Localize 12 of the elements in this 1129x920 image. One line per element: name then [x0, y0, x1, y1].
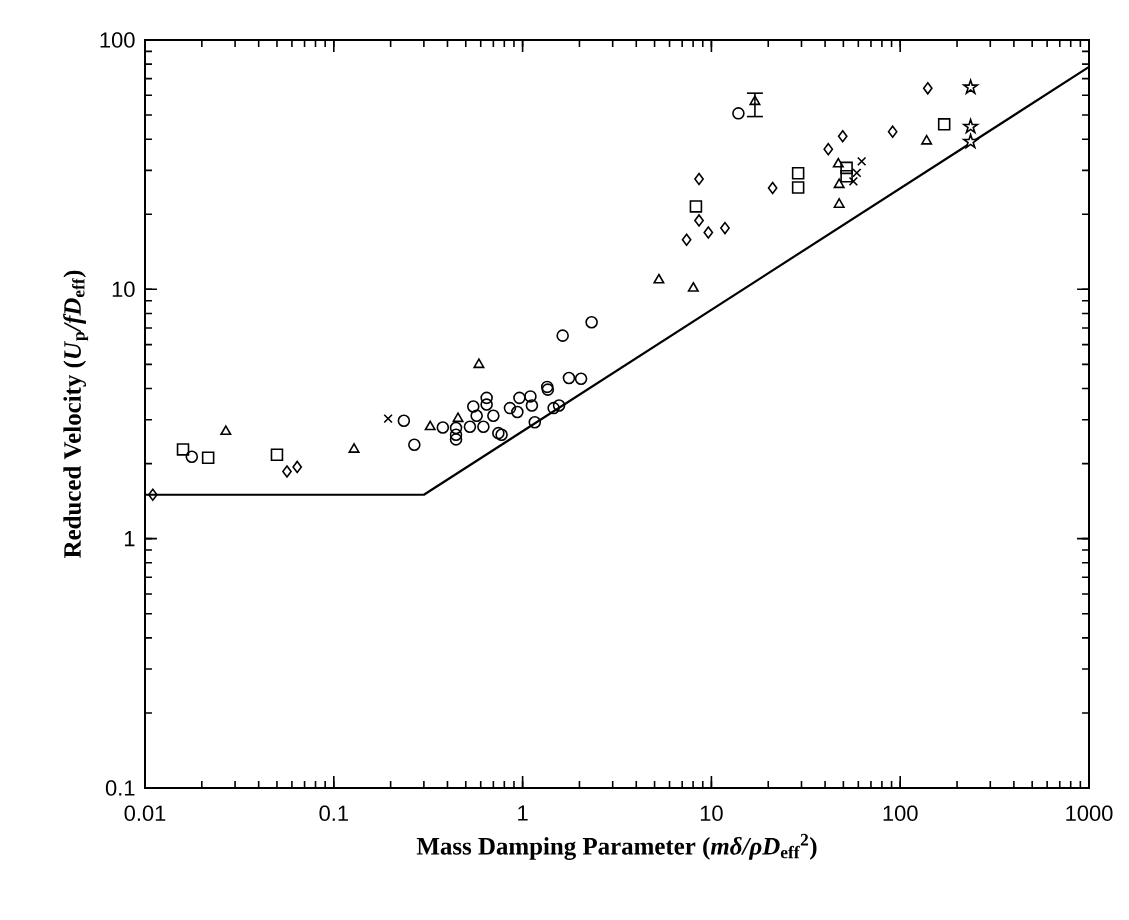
x-axis-title: Mass Damping Parameter (mδ/ρD$_{eff}$$^{2}$): [416, 833, 817, 860]
x-tick-label: 1000: [1066, 805, 1113, 822]
y-tick-label: 10: [112, 281, 135, 298]
x-tick-label: 0.01: [124, 805, 166, 822]
x-tick-label: 100: [883, 805, 918, 822]
x-tick-label: 1: [518, 805, 528, 821]
y-tick-label: 0.1: [105, 780, 135, 796]
y-tick-label: 100: [100, 32, 135, 48]
y-tick-label: 1: [124, 531, 135, 547]
x-tick-label: 0.1: [319, 805, 348, 822]
y-axis-title: Reduced Velocity (U$_{p}$/fD$_{eff}$): [63, 270, 89, 559]
x-tick-label: 10: [700, 805, 723, 822]
